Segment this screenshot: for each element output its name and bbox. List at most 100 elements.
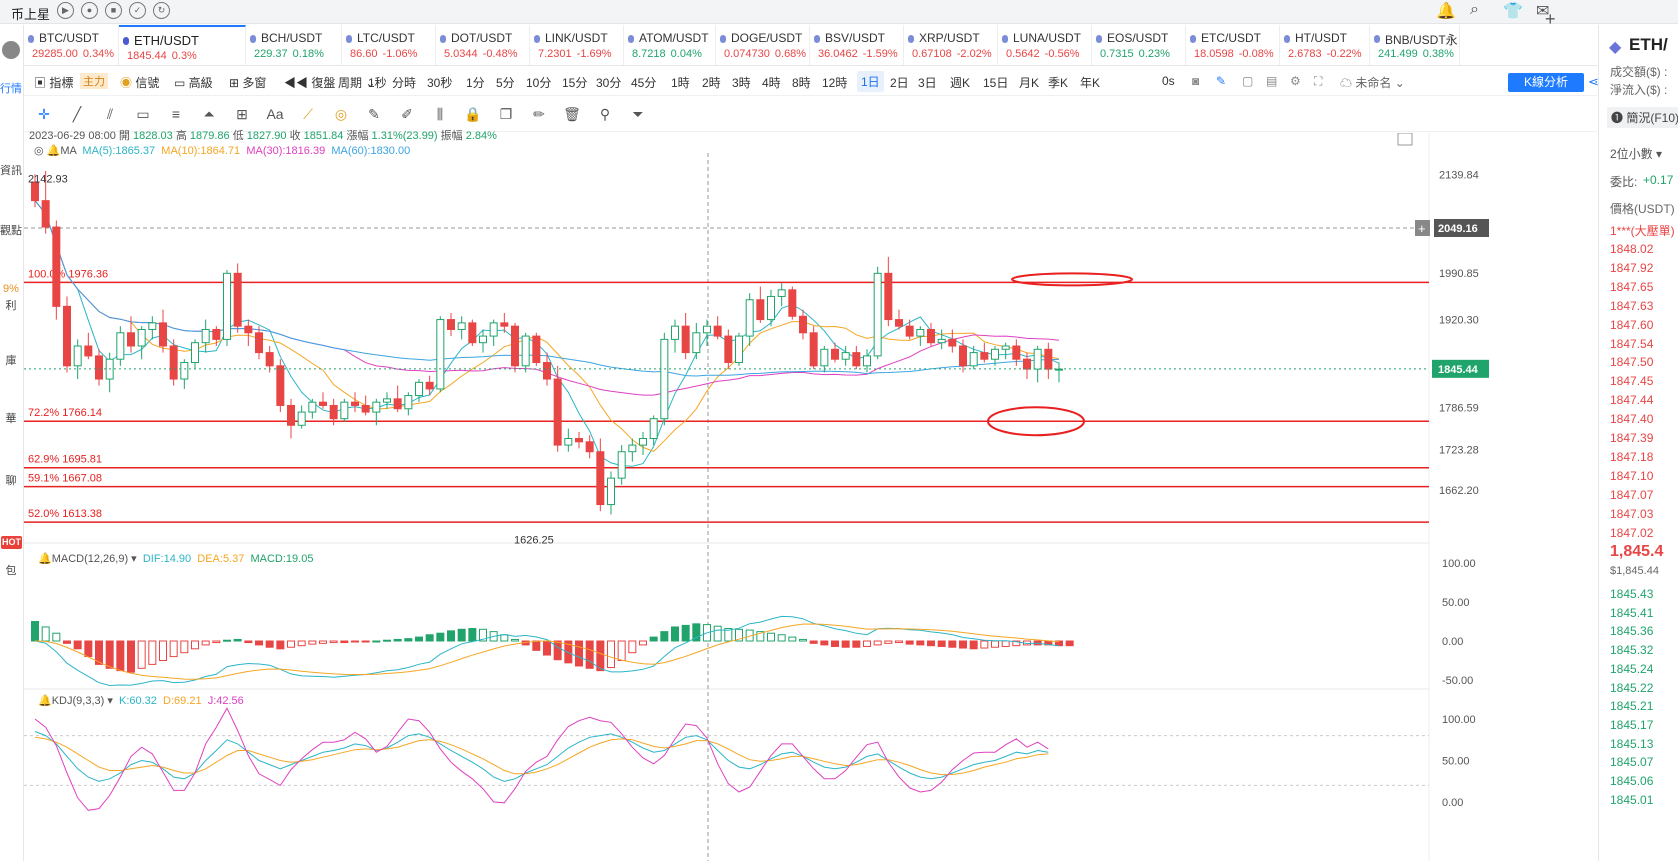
candle-body[interactable] xyxy=(799,315,807,334)
interval-4[interactable]: 5分 xyxy=(496,76,515,90)
candle-body[interactable] xyxy=(372,401,381,413)
candle-body[interactable] xyxy=(1044,348,1053,370)
interval-21[interactable]: 季K xyxy=(1048,76,1069,90)
candle-body[interactable] xyxy=(169,345,178,380)
tab-bnb-usdt-[interactable]: BNB/USDT永 241.499 0.38% xyxy=(1370,25,1460,65)
filter-icon[interactable]: ⏷ xyxy=(632,106,644,122)
tab-bch-usdt[interactable]: BCH/USDT 229.37 0.18% xyxy=(246,25,342,65)
candle-body[interactable] xyxy=(233,272,242,327)
candle-body[interactable] xyxy=(596,451,605,506)
mail-icon[interactable]: ✉ xyxy=(1536,3,1550,20)
candle-body[interactable] xyxy=(191,342,199,364)
candle-body[interactable] xyxy=(681,325,690,354)
candle-body[interactable] xyxy=(863,355,871,367)
check-circle-icon[interactable]: ✓ xyxy=(129,2,146,19)
candle-body[interactable] xyxy=(212,328,221,340)
nav-item-market[interactable]: 行情 xyxy=(0,83,22,95)
interval-3[interactable]: 1分 xyxy=(466,76,485,90)
ask-price[interactable]: 1847.63 xyxy=(1610,298,1654,313)
candle-body[interactable] xyxy=(447,319,455,330)
candle-body[interactable] xyxy=(489,322,498,337)
candle-body[interactable] xyxy=(809,332,818,367)
tab-etc-usdt[interactable]: ETC/USDT 18.0598 -0.08% xyxy=(1186,25,1280,65)
interval-16[interactable]: 2日 xyxy=(890,76,909,90)
candle-body[interactable] xyxy=(201,328,210,344)
ask-price[interactable]: 1847.07 xyxy=(1610,487,1654,502)
candle-body[interactable] xyxy=(649,418,658,439)
interval-11[interactable]: 3時 xyxy=(732,76,751,90)
candle-body[interactable] xyxy=(820,348,829,367)
ask-price[interactable]: 1847.10 xyxy=(1610,468,1654,483)
candle-body[interactable] xyxy=(671,325,679,340)
candle-body[interactable] xyxy=(255,332,263,354)
interval-15[interactable]: 1日 xyxy=(857,71,884,92)
advanced-button[interactable]: ▭ 高級 xyxy=(174,76,213,90)
magnet-icon[interactable]: ⚲ xyxy=(599,106,611,122)
bid-price[interactable]: 1845.36 xyxy=(1610,624,1654,639)
bid-price[interactable]: 1845.41 xyxy=(1610,605,1654,620)
bid-price[interactable]: 1845.24 xyxy=(1610,661,1654,676)
period-dropdown[interactable]: 周期 ⌄ xyxy=(338,76,376,90)
nav-item-rate[interactable]: 9% xyxy=(3,283,19,295)
interval-9[interactable]: 1時 xyxy=(671,76,690,90)
record-icon[interactable]: ● xyxy=(81,2,98,19)
nav-item-news[interactable]: 資訊 xyxy=(0,165,22,177)
ask-price[interactable]: 1847.02 xyxy=(1610,525,1654,540)
candle-body[interactable] xyxy=(777,289,786,297)
bid-price[interactable]: 1845.32 xyxy=(1610,643,1654,658)
candle-body[interactable] xyxy=(383,398,391,403)
candle-body[interactable] xyxy=(404,395,413,410)
nav-item-profit[interactable]: 利 xyxy=(5,300,17,312)
brush-icon[interactable]: ✐ xyxy=(401,106,413,122)
bid-price[interactable]: 1845.17 xyxy=(1610,717,1654,732)
candle-body[interactable] xyxy=(607,477,615,506)
candle-body[interactable] xyxy=(73,345,82,367)
crosshair-add-icon[interactable] xyxy=(1415,220,1430,236)
candle-body[interactable] xyxy=(703,325,711,334)
bid-price[interactable]: 1845.13 xyxy=(1610,736,1654,751)
candle-body[interactable] xyxy=(84,345,93,357)
interval-6[interactable]: 15分 xyxy=(562,76,588,90)
chart-area[interactable]: 2139.842064.001990.851920.301786.591723.… xyxy=(24,133,1496,861)
candle-body[interactable] xyxy=(500,322,509,327)
candle-body[interactable] xyxy=(521,335,530,367)
search-icon[interactable]: ⌕ xyxy=(1470,1,1479,18)
interval-17[interactable]: 3日 xyxy=(918,76,937,90)
add-tab-icon[interactable]: + xyxy=(1545,9,1556,29)
candle-body[interactable] xyxy=(905,325,914,337)
candle-icon[interactable]: ⫼ xyxy=(436,106,444,122)
candle-body[interactable] xyxy=(340,401,349,420)
tab-luna-usdt[interactable]: LUNA/USDT 0.5642 -0.56% xyxy=(998,25,1092,65)
candle-body[interactable] xyxy=(617,451,626,479)
candle-body[interactable] xyxy=(831,348,839,360)
pattern-icon[interactable]: ⏶ xyxy=(203,106,215,122)
interval-20[interactable]: 月K xyxy=(1019,76,1040,90)
interval-0[interactable]: 1秒 xyxy=(368,76,387,90)
interval-22[interactable]: 年K xyxy=(1080,76,1101,90)
fib-icon[interactable]: ≡ xyxy=(171,106,181,122)
interval-2[interactable]: 30秒 xyxy=(427,76,453,90)
rect-icon[interactable]: ▭ xyxy=(136,106,150,122)
indicator-button[interactable]: ▣ 指標 xyxy=(34,76,74,90)
candle-body[interactable] xyxy=(1012,345,1021,360)
nav-item-china[interactable]: 華 xyxy=(5,413,17,425)
tab-eth-usdt[interactable]: ETH/USDT 1845.44 0.3% xyxy=(119,25,246,65)
candle-body[interactable] xyxy=(852,352,861,367)
candle-body[interactable] xyxy=(511,325,519,367)
candle-body[interactable] xyxy=(692,332,701,354)
eye-icon[interactable]: ◎ xyxy=(34,145,44,157)
candle-body[interactable] xyxy=(788,289,797,317)
decimals-dropdown[interactable]: 2位小數 ▾ xyxy=(1610,147,1663,161)
edit-icon[interactable]: ✏ xyxy=(533,106,545,122)
candle-body[interactable] xyxy=(52,226,61,307)
tab-eos-usdt[interactable]: EOS/USDT 0.7315 0.23% xyxy=(1092,25,1186,65)
expand-icon[interactable] xyxy=(1397,133,1413,146)
candle-body[interactable] xyxy=(223,272,231,340)
fib-retrace-icon[interactable]: ⟋ xyxy=(303,106,313,122)
candle-body[interactable] xyxy=(713,325,722,337)
bid-price[interactable]: 1845.01 xyxy=(1610,792,1654,807)
camera-icon[interactable]: ◙ xyxy=(1192,74,1200,88)
trash-icon[interactable]: 🗑 xyxy=(563,106,581,122)
annotation-ellipse[interactable] xyxy=(987,406,1085,437)
candle-body[interactable] xyxy=(415,381,423,397)
